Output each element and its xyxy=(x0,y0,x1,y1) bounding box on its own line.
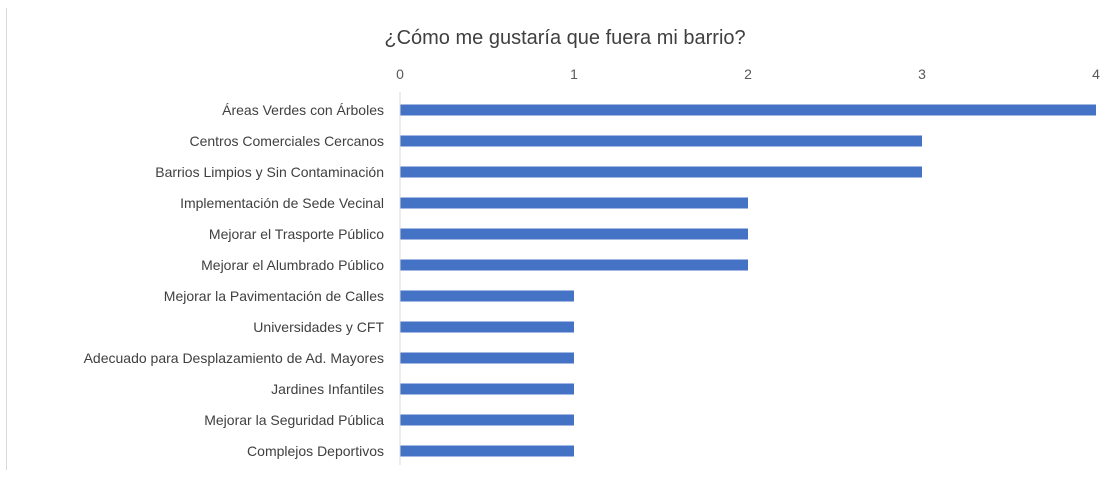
bar xyxy=(400,383,574,395)
category-label: Universidades y CFT xyxy=(253,319,384,335)
x-tick-label: 1 xyxy=(570,66,578,82)
bar xyxy=(400,135,922,147)
category-label: Mejorar la Pavimentación de Calles xyxy=(164,288,384,304)
chart-title: ¿Cómo me gustaría que fuera mi barrio? xyxy=(384,27,745,49)
bar xyxy=(400,259,748,271)
category-label: Mejorar el Alumbrado Público xyxy=(201,257,384,273)
category-label: Mejorar el Trasporte Público xyxy=(209,226,384,242)
bar xyxy=(400,445,574,457)
bar xyxy=(400,104,1096,116)
bar xyxy=(400,352,574,364)
x-tick-label: 3 xyxy=(918,66,926,82)
x-tick-label: 0 xyxy=(396,66,404,82)
bar xyxy=(400,228,748,240)
bar xyxy=(400,290,574,302)
category-label: Adecuado para Desplazamiento de Ad. Mayo… xyxy=(84,350,384,366)
bar xyxy=(400,166,922,178)
category-label: Barrios Limpios y Sin Contaminación xyxy=(155,164,384,180)
category-label: Centros Comerciales Cercanos xyxy=(189,133,384,149)
category-label: Complejos Deportivos xyxy=(247,443,384,459)
category-label: Implementación de Sede Vecinal xyxy=(180,195,384,211)
x-tick-label: 4 xyxy=(1092,66,1100,82)
x-tick-label: 2 xyxy=(744,66,752,82)
bar xyxy=(400,197,748,209)
frame-edge xyxy=(6,8,7,470)
category-label: Áreas Verdes con Árboles xyxy=(222,102,384,118)
bar xyxy=(400,414,574,426)
bar xyxy=(400,321,574,333)
category-label: Mejorar la Seguridad Pública xyxy=(204,412,384,428)
category-label: Jardines Infantiles xyxy=(271,381,384,397)
